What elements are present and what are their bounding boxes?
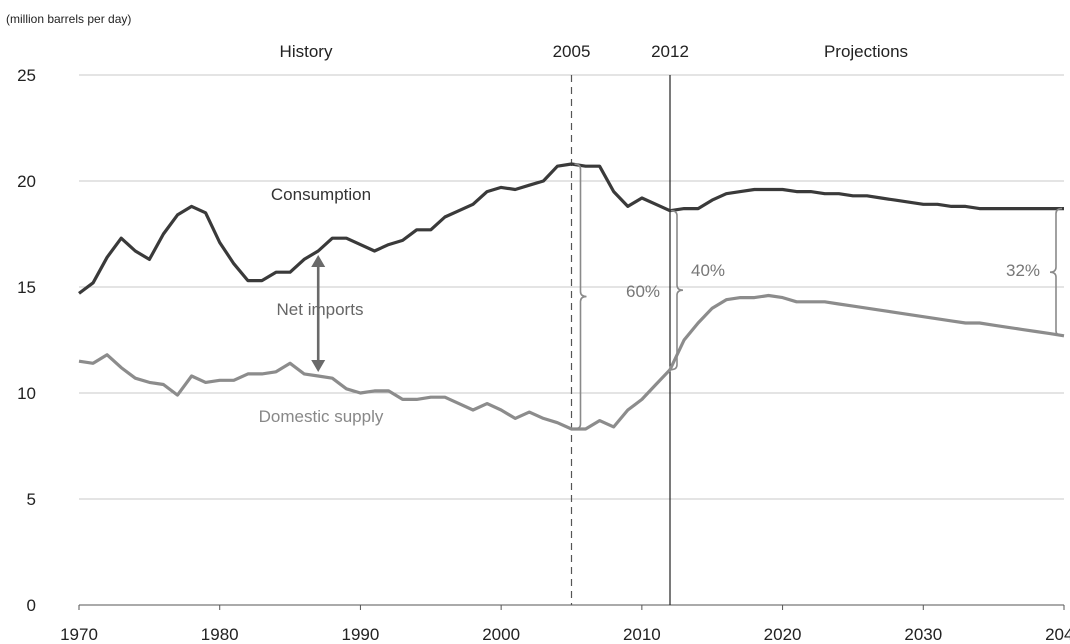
x-axis: 1970 1980 1990 2000 2010 2020 2030 2040: [60, 604, 1070, 644]
projections-label: Projections: [824, 42, 908, 61]
net-imports-label: Net imports: [277, 300, 364, 319]
x-tick-label: 1980: [201, 625, 239, 644]
pct-2040-label: 32%: [1006, 261, 1040, 280]
marker-2005-label: 2005: [553, 42, 591, 61]
y-tick-label: 20: [17, 172, 36, 191]
net-imports-arrowhead-up: [311, 254, 326, 267]
x-tick-label: 1970: [60, 625, 98, 644]
brace-2012: [670, 209, 684, 371]
net-imports-arrow: [311, 254, 326, 373]
x-tick-label: 2020: [764, 625, 802, 644]
domestic-supply-line: [78, 293, 1065, 431]
net-imports-arrowhead-down: [311, 360, 326, 373]
y-tick-label: 0: [27, 596, 36, 615]
x-tick-label: 2000: [482, 625, 520, 644]
brace-2005: [574, 163, 587, 430]
history-label: History: [280, 42, 333, 61]
consumption-line: [78, 162, 1064, 295]
pct-2005-label: 60%: [626, 282, 660, 301]
y-tick-label: 5: [27, 490, 36, 509]
series-lines: [78, 162, 1065, 431]
domestic-supply-label: Domestic supply: [259, 407, 384, 426]
braces: [574, 163, 1063, 430]
y-tick-label: 25: [17, 66, 36, 85]
x-tick-label: 2010: [623, 625, 661, 644]
pct-2012-label: 40%: [691, 261, 725, 280]
consumption-label: Consumption: [271, 185, 371, 204]
y-tick-label: 10: [17, 384, 36, 403]
x-tick-label: 1990: [342, 625, 380, 644]
x-tick-label: 2040: [1045, 625, 1070, 644]
brace-2040: [1049, 207, 1063, 337]
unit-label: (million barrels per day): [6, 12, 131, 26]
x-tick-label: 2030: [904, 625, 942, 644]
y-axis-ticks: 0 5 10 15 20 25: [17, 66, 36, 615]
marker-2012-label: 2012: [651, 42, 689, 61]
y-tick-label: 15: [17, 278, 36, 297]
